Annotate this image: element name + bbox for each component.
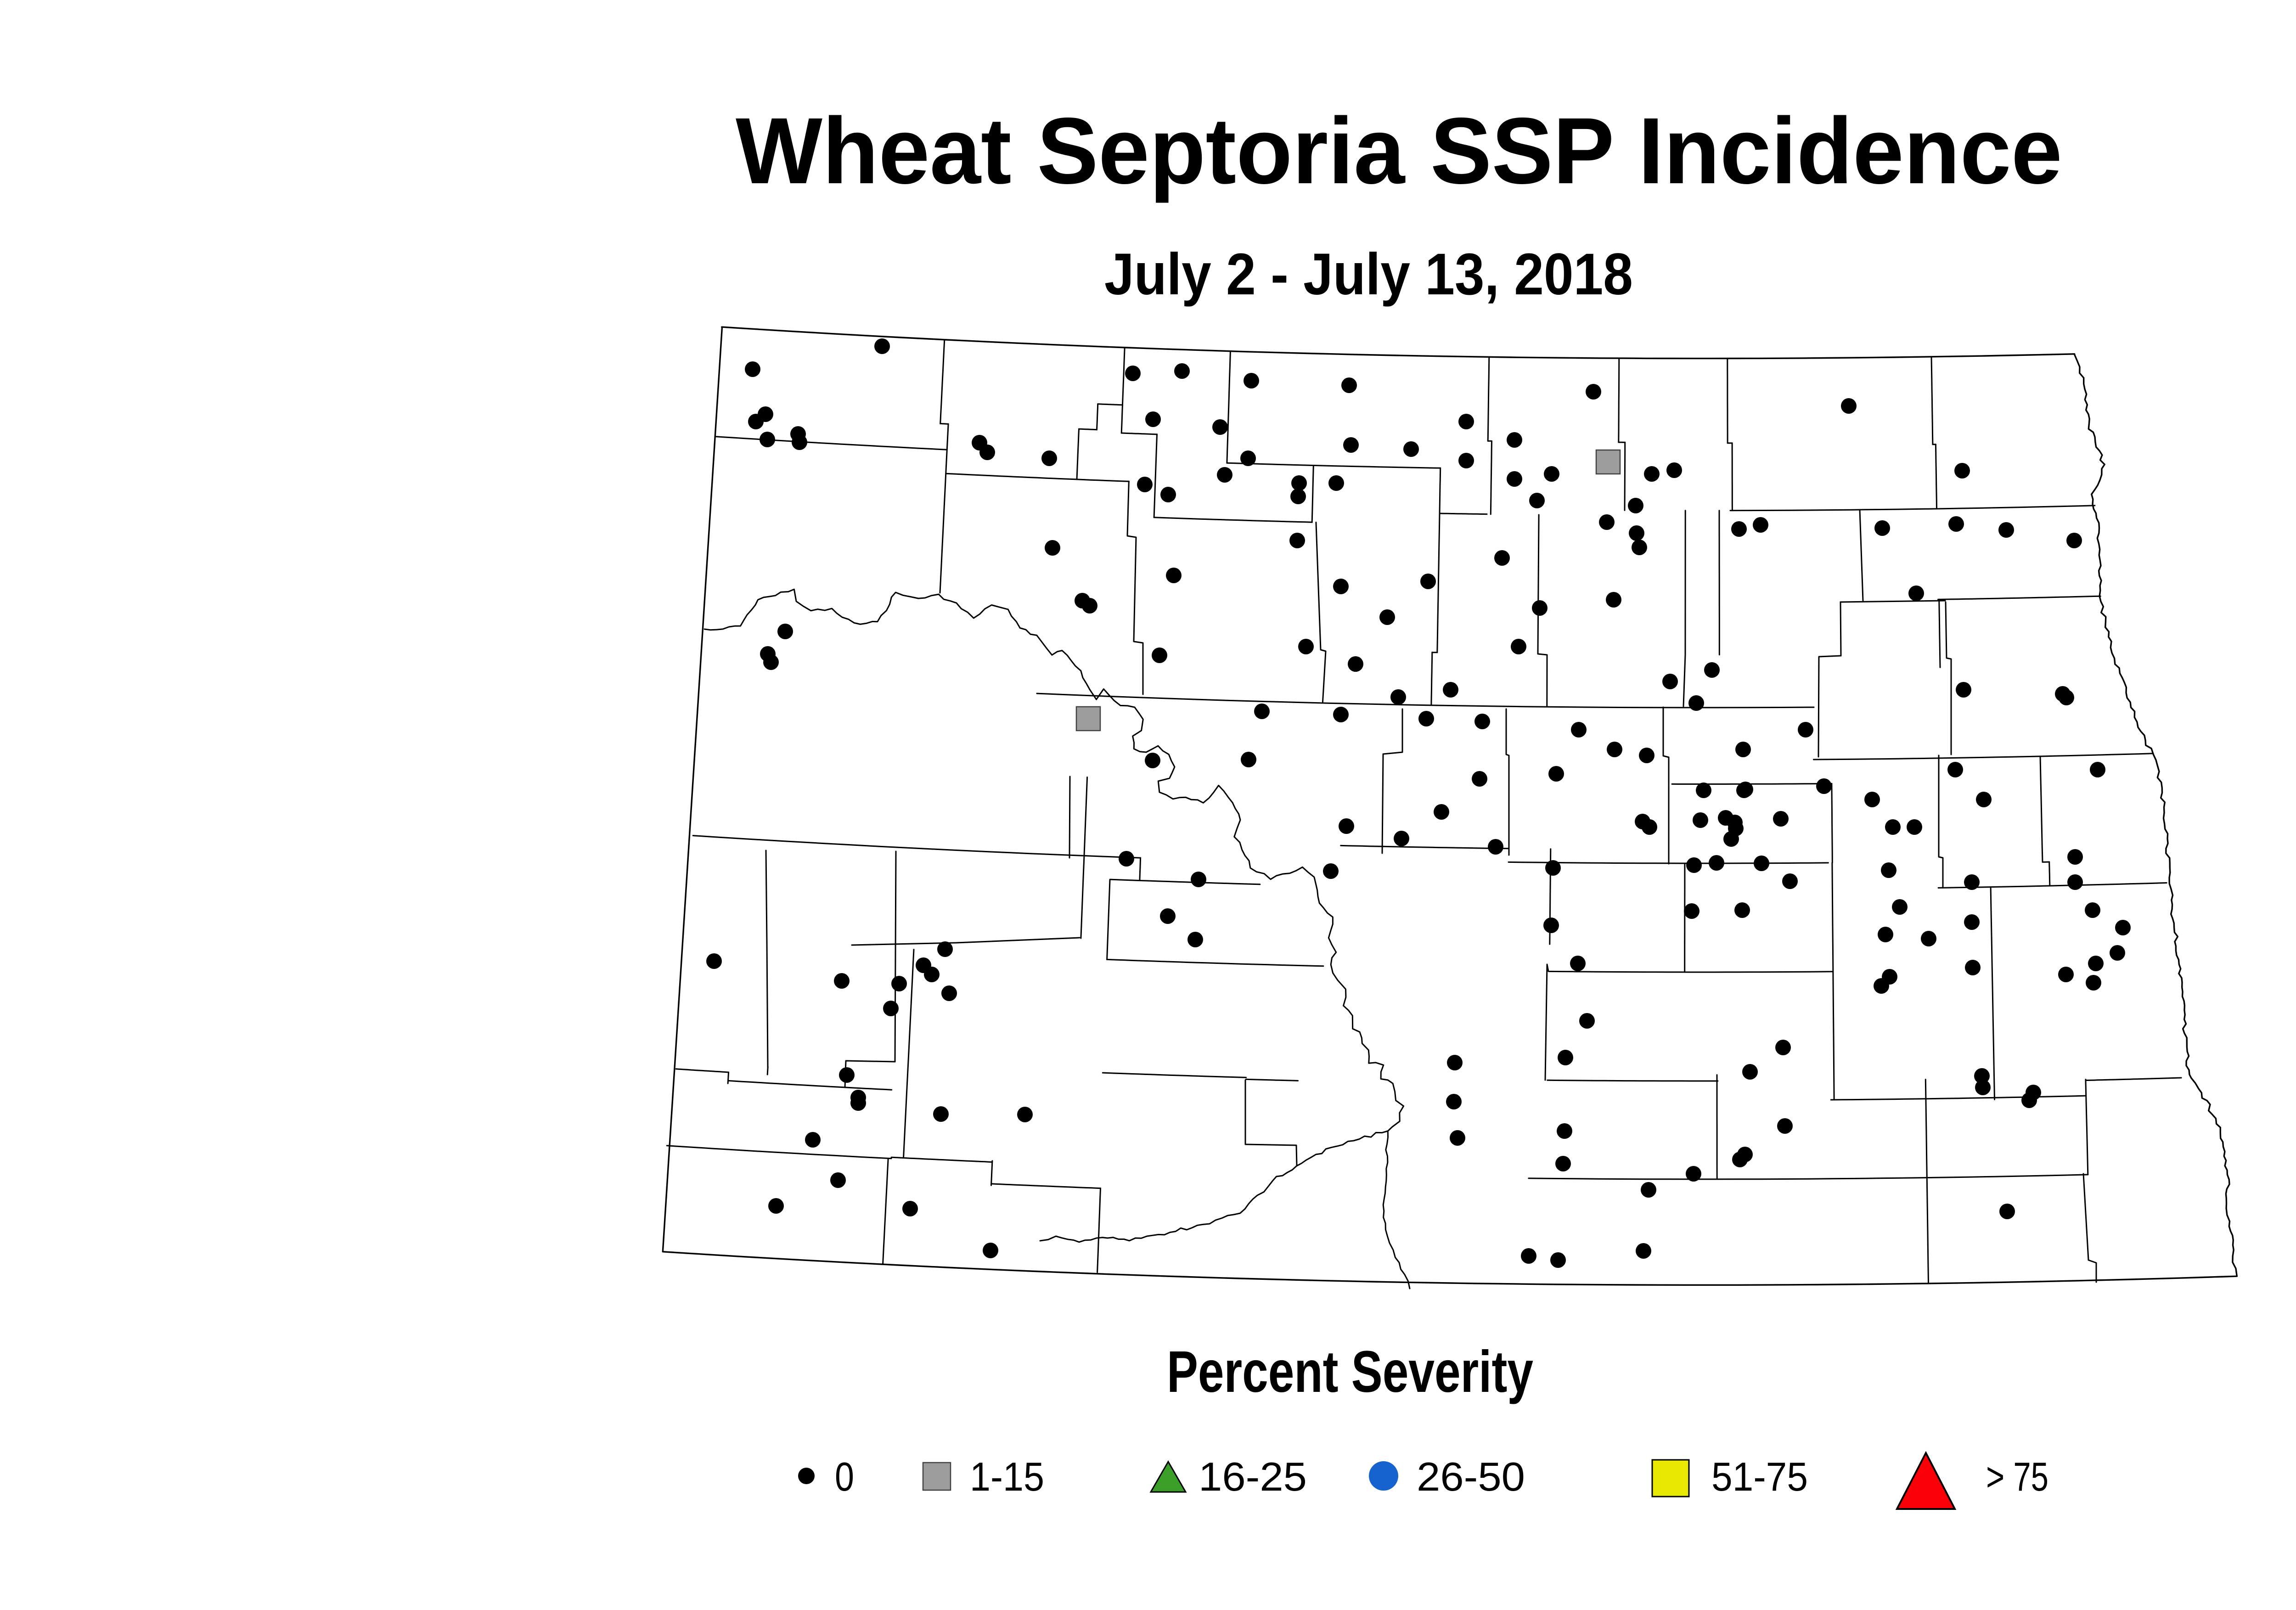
svg-text:1-15: 1-15 [970,1454,1044,1499]
svg-text:> 75: > 75 [1986,1454,2048,1499]
svg-text:26-50: 26-50 [1417,1454,1525,1499]
svg-text:Wheat Septoria SSP Incidence: Wheat Septoria SSP Incidence [736,98,2062,203]
svg-text:Percent Severity: Percent Severity [1167,1339,1533,1405]
svg-text:51-75: 51-75 [1711,1454,1808,1499]
svg-text:July 2 - July 13, 2018: July 2 - July 13, 2018 [1104,242,1633,307]
svg-text:16-25: 16-25 [1199,1454,1307,1499]
svg-text:0: 0 [835,1454,854,1499]
